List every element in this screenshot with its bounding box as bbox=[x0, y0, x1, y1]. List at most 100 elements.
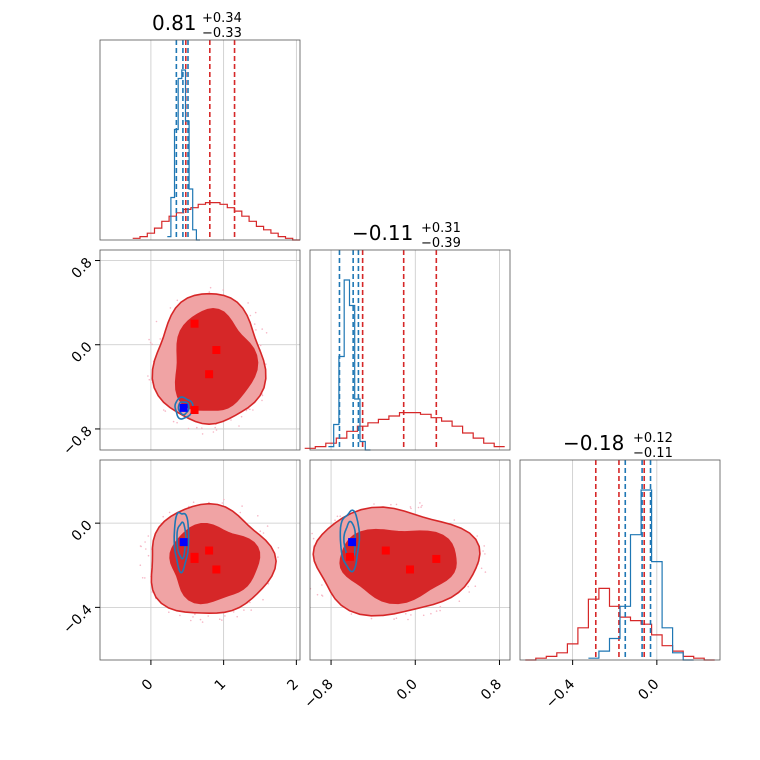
sample-point bbox=[409, 506, 412, 508]
blue-contour-inner bbox=[176, 521, 187, 560]
x-tick-label-2-0: −0.4 bbox=[543, 676, 578, 711]
hist-series-1 bbox=[328, 279, 371, 451]
sample-point bbox=[147, 554, 150, 557]
red-contour-inner bbox=[169, 523, 261, 605]
sample-point bbox=[222, 289, 224, 291]
sample-point bbox=[144, 577, 146, 579]
panel-frame bbox=[309, 459, 511, 661]
title-1-plus: +0.31 bbox=[421, 221, 461, 236]
blue-contour-outer bbox=[339, 509, 361, 573]
sample-point bbox=[147, 375, 149, 377]
sample-point bbox=[312, 537, 315, 540]
sample-point bbox=[435, 610, 438, 612]
sample-point bbox=[243, 609, 245, 611]
title-1-median: −0.11 bbox=[352, 221, 413, 245]
blue-contour-inner bbox=[177, 401, 190, 416]
title-1-minus: −0.39 bbox=[421, 236, 461, 251]
sample-point bbox=[302, 570, 304, 572]
sample-point bbox=[176, 421, 178, 424]
red-marker-1 bbox=[212, 565, 221, 574]
sample-point bbox=[458, 600, 461, 602]
x-tick-label-0-0: 0 bbox=[139, 676, 157, 694]
panel-bg bbox=[310, 250, 510, 450]
sample-point bbox=[149, 341, 152, 344]
red-contour-inner bbox=[174, 307, 259, 411]
sample-point bbox=[139, 545, 142, 547]
sample-point bbox=[482, 550, 484, 552]
sample-point bbox=[172, 420, 175, 423]
hist-panel-2 bbox=[519, 459, 721, 661]
red-marker-1 bbox=[406, 565, 414, 574]
sample-point bbox=[208, 291, 211, 293]
x-tick-label-1-2: 0.8 bbox=[478, 676, 505, 703]
sample-point bbox=[393, 618, 395, 620]
sample-point bbox=[214, 426, 216, 429]
sample-point bbox=[410, 614, 412, 616]
sample-point bbox=[336, 515, 339, 518]
sample-point bbox=[187, 427, 190, 430]
sample-point bbox=[139, 564, 142, 566]
sample-point bbox=[321, 595, 324, 597]
sample-point bbox=[405, 613, 407, 615]
sample-point bbox=[467, 585, 470, 588]
sample-point bbox=[162, 515, 164, 518]
panel-frame bbox=[309, 249, 511, 451]
sample-point bbox=[321, 584, 323, 586]
sample-point bbox=[419, 502, 421, 504]
blue-marker-0 bbox=[179, 538, 188, 547]
y-tick-label-2-1: 0.0 bbox=[69, 518, 96, 545]
sample-point bbox=[255, 329, 257, 331]
x-tick-label-1-0: −0.8 bbox=[301, 676, 336, 711]
sample-point bbox=[262, 598, 264, 601]
red-marker-2 bbox=[205, 546, 214, 555]
sample-point bbox=[468, 591, 471, 593]
sample-point bbox=[476, 535, 479, 537]
sample-point bbox=[257, 515, 259, 517]
sample-point bbox=[484, 571, 487, 573]
sample-point bbox=[483, 545, 486, 547]
sample-point bbox=[430, 612, 432, 615]
contour-panel-1-0 bbox=[99, 249, 301, 451]
sample-point bbox=[241, 505, 243, 507]
hist-series-0 bbox=[304, 412, 505, 449]
x-tick-label-1-1: 0.0 bbox=[394, 676, 421, 703]
sample-point bbox=[262, 532, 265, 534]
sample-point bbox=[316, 593, 319, 596]
sample-point bbox=[141, 577, 144, 579]
sample-point bbox=[164, 410, 167, 412]
title-2-median: −0.18 bbox=[563, 431, 624, 455]
red-marker-3 bbox=[346, 552, 354, 561]
red-marker-2 bbox=[205, 370, 214, 379]
title-param-0: 0.81 +0.34 −0.33 bbox=[152, 11, 242, 41]
sample-point bbox=[254, 311, 257, 314]
sample-point bbox=[247, 302, 249, 304]
sample-point bbox=[267, 583, 270, 585]
title-2-minus: −0.11 bbox=[633, 446, 673, 461]
sample-point bbox=[249, 408, 251, 411]
sample-point bbox=[168, 511, 171, 514]
panel-frame bbox=[99, 39, 301, 241]
sample-point bbox=[277, 556, 279, 558]
title-0-median: 0.81 bbox=[152, 11, 197, 35]
sample-point bbox=[221, 619, 223, 621]
red-marker-3 bbox=[190, 552, 199, 561]
sample-point bbox=[395, 617, 398, 619]
sample-point bbox=[159, 338, 161, 340]
sample-point bbox=[259, 344, 262, 347]
sample-point bbox=[151, 343, 153, 346]
sample-point bbox=[223, 498, 225, 501]
blue-contour-outer bbox=[173, 511, 190, 574]
sample-point bbox=[250, 609, 252, 611]
sample-point bbox=[334, 519, 336, 521]
sample-point bbox=[236, 615, 238, 618]
sample-point bbox=[261, 394, 264, 397]
hist-series-0 bbox=[132, 202, 300, 241]
sample-point bbox=[176, 299, 179, 302]
x-tick-label-0-2: 2 bbox=[284, 676, 302, 694]
sample-point bbox=[238, 425, 240, 427]
sample-point bbox=[240, 415, 243, 418]
x-tick-label-2-1: 0.0 bbox=[635, 676, 662, 703]
y-tick-label-2-0: −0.4 bbox=[60, 602, 95, 637]
sample-point bbox=[196, 426, 198, 429]
sample-point bbox=[259, 530, 262, 532]
